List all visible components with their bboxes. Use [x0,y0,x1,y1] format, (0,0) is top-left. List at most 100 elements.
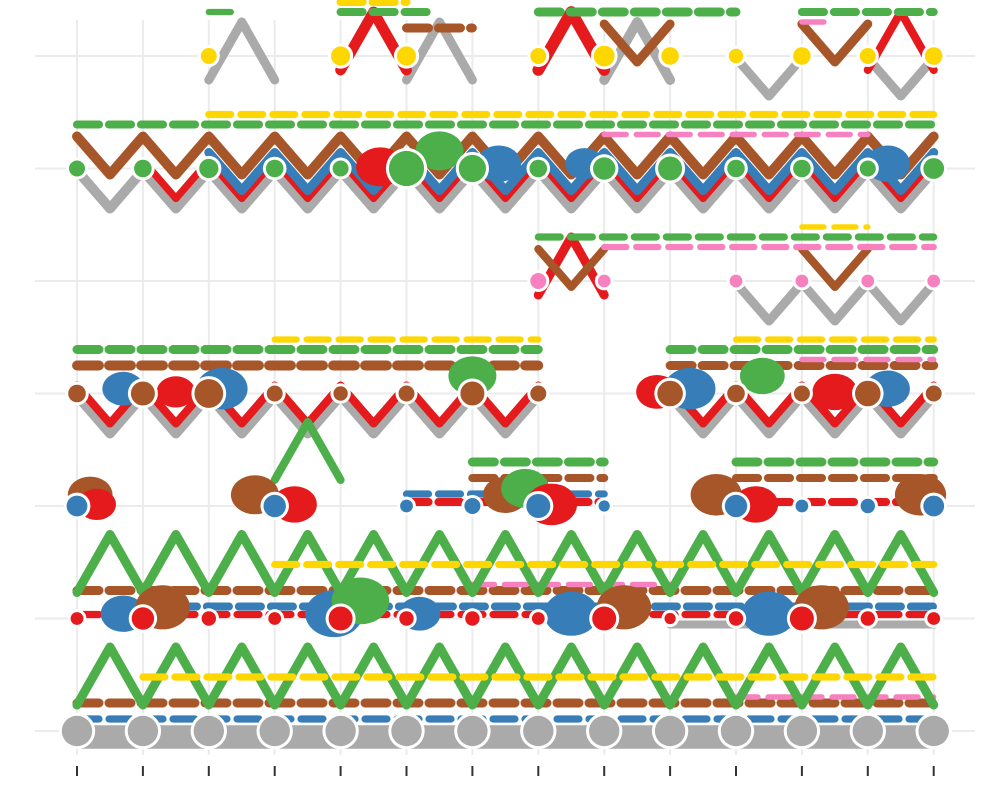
node-point-red [399,611,414,626]
node-point-gray [918,715,949,747]
x-axis-ticks [76,766,935,776]
node-point-blue [598,500,610,512]
node-point-brown [925,385,942,402]
node-point-gray [786,715,818,747]
node-point-yellow [530,48,547,64]
node-point-brown [793,385,810,402]
node-layer [58,42,952,750]
node-point-gray [61,715,93,747]
node-point-green [69,160,85,177]
node-point-red [268,612,282,625]
node-point-red [664,612,676,625]
node-point-blue [526,494,551,518]
series-blob-red [156,376,196,408]
node-point-gray [654,715,686,747]
node-point-blue [923,495,945,517]
node-point-green [593,157,616,180]
node-point-green [658,156,683,181]
node-point-brown [68,384,86,403]
node-point-gray [127,715,159,747]
node-point-gray [259,715,290,747]
series-segment-gray [72,165,939,214]
node-point-pink [861,274,875,288]
node-point-gray [457,715,488,747]
node-point-green [458,154,486,183]
node-point-gray [523,715,554,747]
node-point-brown [460,381,485,406]
node-point-gray [720,715,752,747]
node-point-green [923,158,945,179]
node-point-yellow [593,45,615,67]
node-point-gray [325,715,356,747]
node-point-yellow [793,47,811,65]
node-point-green [727,159,745,178]
node-point-green [529,159,548,178]
node-point-red [70,612,84,625]
node-point-brown [727,384,745,403]
series-segment-green [72,642,939,710]
node-point-blue [464,498,481,514]
node-point-brown [530,385,547,402]
node-point-red [789,606,814,631]
node-point-green [199,158,219,179]
series-segment-gray [863,53,939,101]
node-point-pink [927,274,941,288]
node-point-green [265,159,284,178]
node-point-brown [194,379,224,408]
node-point-red [860,611,875,626]
node-point-green [388,150,425,187]
node-point-red [465,611,480,626]
node-point-red [131,607,155,630]
node-point-yellow [396,46,417,66]
node-point-red [201,611,216,626]
node-point-blue [724,494,748,518]
node-point-red [592,606,617,631]
node-point-brown [333,386,348,401]
node-point-pink [795,274,809,288]
series-segment-brown [599,19,675,67]
node-point-yellow [200,48,217,64]
node-point-gray [193,715,224,747]
node-point-pink [530,273,547,289]
node-point-blue [66,495,88,517]
node-point-yellow [661,47,679,65]
node-point-blue [860,498,875,514]
node-point-blue [400,499,413,513]
series-segment-brown [797,244,872,292]
series-blob-blue [544,591,599,636]
series-segment-green [72,530,939,597]
node-point-green [332,160,349,177]
series-segment-gray [731,53,807,101]
node-point-brown [398,385,415,402]
series-segment-brown [797,19,873,67]
node-point-red [328,606,353,631]
node-point-brown [266,385,283,402]
node-point-pink [597,274,611,288]
node-point-gray [589,715,620,747]
node-point-green [793,159,811,178]
node-point-brown [855,380,881,407]
series-segment-green [270,417,345,485]
node-point-red [531,612,545,625]
series-segment-brown [534,244,609,292]
series-blob-green [415,131,464,171]
series-blob-blue [741,591,797,636]
node-point-yellow [859,48,876,64]
series-segment-gray [731,278,939,326]
node-point-pink [729,274,743,288]
node-point-yellow [331,46,351,66]
node-point-green [134,159,152,178]
node-point-gray [391,715,422,747]
node-point-gray [852,715,883,747]
node-point-green [859,160,876,177]
series-blob-green [739,357,785,395]
node-point-yellow [924,47,943,65]
series-segment-gray [204,17,280,85]
node-point-red [927,612,941,625]
node-point-blue [795,499,809,513]
node-point-brown [130,381,155,406]
node-point-blue [263,494,286,518]
series-blob-red [812,373,858,411]
